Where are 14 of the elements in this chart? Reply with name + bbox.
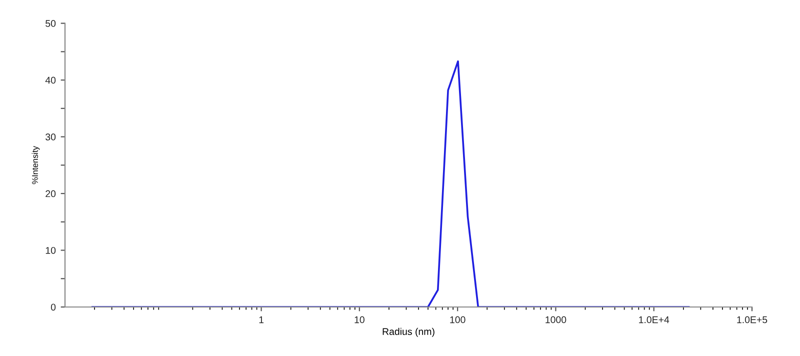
x-tick-label: 1000 [546,316,566,324]
y-axis-title: %Intensity [32,146,40,184]
x-axis-title: Radius (nm) [382,328,434,337]
y-tick-label: 40 [45,76,56,84]
y-tick-label: 10 [46,246,56,254]
x-tick-label: 1 [259,316,264,324]
x-tick-label: 100 [450,316,466,324]
y-tick-label: 50 [46,20,56,27]
x-tick-label: 10 [354,316,364,324]
x-tick-label: 1.0E+5 [737,316,768,324]
x-tick-label: 1.0E+4 [639,316,670,324]
y-tick-label: 30 [46,134,56,140]
y-tick-label: 20 [46,190,56,198]
y-tick-label: 0 [50,304,56,311]
